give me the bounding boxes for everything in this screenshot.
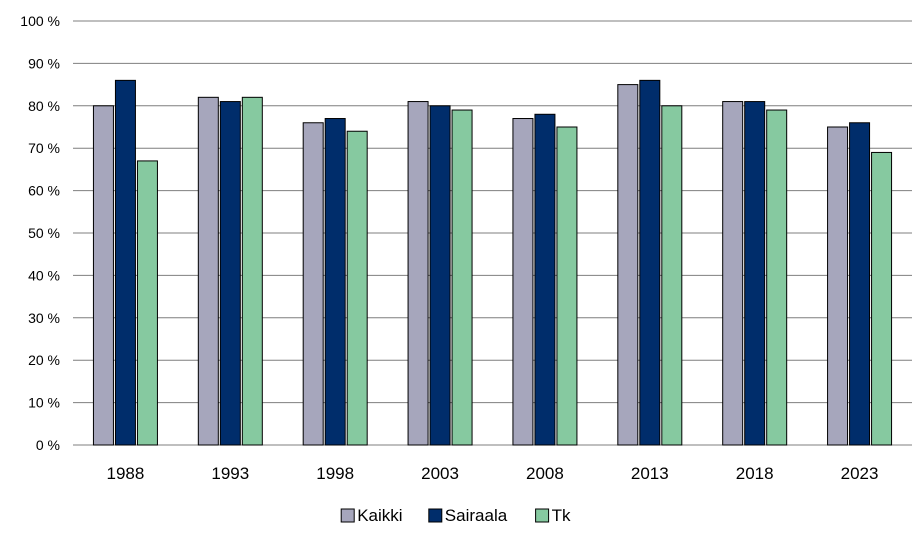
legend-label-sairaala: Sairaala xyxy=(445,506,508,525)
bar-kaikki-2013 xyxy=(617,84,639,446)
bar-sairaala-2013 xyxy=(639,79,661,446)
x-tick-label: 1998 xyxy=(316,464,354,483)
y-tick-label: 10 % xyxy=(28,395,60,411)
bar-tk-2023 xyxy=(871,151,893,446)
bar-tk-1998 xyxy=(346,130,368,446)
y-tick-label: 70 % xyxy=(28,140,60,156)
bar-sairaala-2008 xyxy=(534,113,556,446)
bar-kaikki-1993 xyxy=(197,96,219,446)
bar-kaikki-2018 xyxy=(722,101,744,446)
y-tick-label: 0 % xyxy=(36,437,60,453)
x-axis-tick-labels: 1988 1993 1998 2003 2008 2013 2018 2023 xyxy=(107,464,879,483)
bar-tk-2013 xyxy=(661,105,683,446)
y-tick-label: 100 % xyxy=(20,13,60,29)
bar-tk-2008 xyxy=(556,126,578,446)
bar-tk-2003 xyxy=(451,109,473,446)
y-axis-tick-labels: 0 % 10 % 20 % 30 % 40 % 50 % 60 % 70 % 80 % 90 % 1… xyxy=(20,13,60,453)
bar-tk-1988 xyxy=(136,160,158,446)
bar-sairaala-2003 xyxy=(429,105,451,446)
x-tick-label: 2013 xyxy=(631,464,669,483)
bar-kaikki-1998 xyxy=(302,122,324,446)
x-tick-label: 1993 xyxy=(211,464,249,483)
y-tick-label: 90 % xyxy=(28,55,60,71)
y-tick-label: 30 % xyxy=(28,310,60,326)
y-tick-label: 60 % xyxy=(28,183,60,199)
bar-kaikki-2023 xyxy=(827,126,849,446)
bars xyxy=(92,79,893,446)
x-tick-label: 2003 xyxy=(421,464,459,483)
y-tick-label: 20 % xyxy=(28,352,60,368)
y-tick-label: 50 % xyxy=(28,225,60,241)
bar-sairaala-1998 xyxy=(324,118,346,446)
bar-sairaala-2018 xyxy=(744,101,766,446)
bar-sairaala-1988 xyxy=(114,79,136,446)
x-tick-label: 1988 xyxy=(107,464,145,483)
legend-swatch-tk xyxy=(535,508,550,523)
x-tick-label: 2018 xyxy=(736,464,774,483)
legend-swatch-sairaala xyxy=(428,508,443,523)
bar-kaikki-2008 xyxy=(512,118,534,446)
legend-swatch-kaikki xyxy=(340,508,355,523)
bar-kaikki-2003 xyxy=(407,101,429,446)
y-tick-label: 80 % xyxy=(28,98,60,114)
x-tick-label: 2023 xyxy=(841,464,879,483)
bar-sairaala-1993 xyxy=(219,101,241,446)
bar-tk-2018 xyxy=(766,109,788,446)
legend: Kaikki Sairaala Tk xyxy=(340,506,571,525)
bar-kaikki-1988 xyxy=(92,105,114,446)
legend-label-kaikki: Kaikki xyxy=(357,506,402,525)
bar-tk-1993 xyxy=(241,96,263,446)
legend-label-tk: Tk xyxy=(552,506,571,525)
y-tick-label: 40 % xyxy=(28,267,60,283)
bar-sairaala-2023 xyxy=(849,122,871,446)
x-tick-label: 2008 xyxy=(526,464,564,483)
